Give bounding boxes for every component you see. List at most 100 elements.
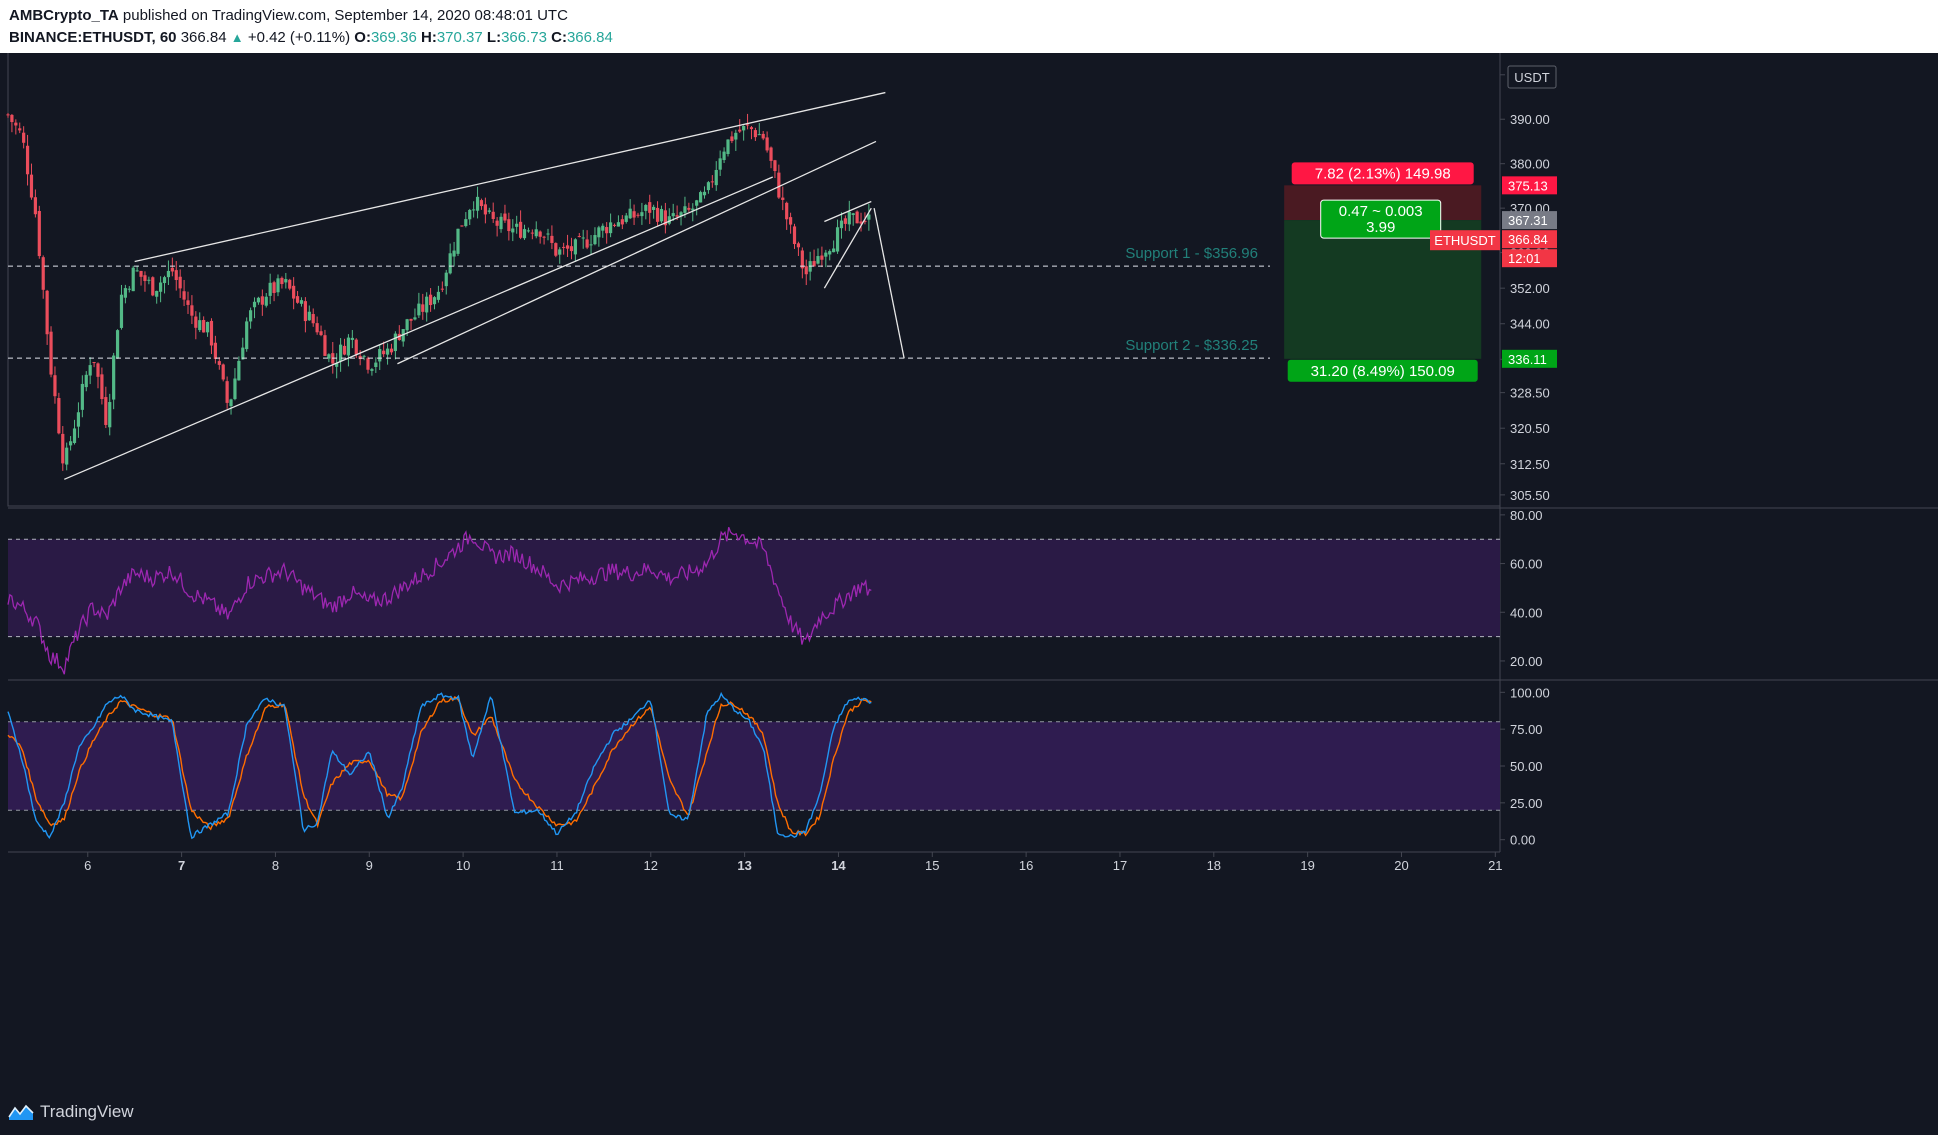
price-change: +0.42 (+0.11%) xyxy=(247,29,351,46)
rsi-band xyxy=(8,539,1500,637)
candle-body xyxy=(315,323,319,333)
candle-body xyxy=(237,360,241,381)
author-name[interactable]: AMBCrypto_TA xyxy=(9,7,119,24)
candle-body xyxy=(18,128,22,131)
candle-body xyxy=(374,362,378,367)
time-tick-label: 16 xyxy=(1019,858,1033,873)
candle-body xyxy=(503,213,507,221)
candle-body xyxy=(280,277,284,285)
candle-body xyxy=(135,270,139,272)
candle-body xyxy=(526,230,531,232)
candle-body xyxy=(847,211,851,225)
time-tick-label: 8 xyxy=(272,858,279,873)
candle-body xyxy=(515,223,519,227)
candle-body xyxy=(675,215,679,217)
candle-body xyxy=(554,243,558,256)
candle-body xyxy=(745,124,750,126)
up-arrow-icon: ▲ xyxy=(230,30,244,45)
time-tick-label: 7 xyxy=(178,858,185,873)
candle-body xyxy=(683,206,687,213)
candle-body xyxy=(785,202,789,220)
candle-body xyxy=(385,348,390,355)
candle-body xyxy=(264,296,268,306)
support-label: Support 1 - $356.96 xyxy=(1125,245,1258,262)
time-tick-label: 20 xyxy=(1394,858,1408,873)
candle-body xyxy=(749,127,754,130)
candle-body xyxy=(464,219,468,227)
candle-body xyxy=(757,134,761,136)
candle-body xyxy=(522,229,527,239)
price-tick-label: 320.50 xyxy=(1510,421,1550,436)
symbol-tag xyxy=(1430,230,1500,251)
time-tick-label: 11 xyxy=(550,858,564,873)
candle-body xyxy=(718,158,722,170)
candle-body xyxy=(734,132,738,140)
candle-body xyxy=(483,204,487,215)
candle-body xyxy=(252,301,257,308)
candle-body xyxy=(472,209,476,211)
candle-body xyxy=(307,311,311,321)
candle-body xyxy=(366,358,370,370)
candle-body xyxy=(41,257,45,290)
candle-body xyxy=(339,344,343,362)
trendline xyxy=(64,176,774,480)
candle-body xyxy=(753,130,757,138)
candle-body xyxy=(867,214,871,220)
candle-body xyxy=(178,276,182,289)
candle-body xyxy=(761,133,765,139)
candle-body xyxy=(170,267,174,272)
time-tick-label: 15 xyxy=(925,858,939,873)
candle-body xyxy=(6,114,10,116)
candle-body xyxy=(605,227,609,234)
candle-body xyxy=(597,227,601,238)
candle-body xyxy=(698,192,703,203)
candle-body xyxy=(362,355,366,357)
candle-body xyxy=(519,221,523,238)
candle-body xyxy=(589,244,593,246)
stoch-k-line xyxy=(7,691,872,840)
candle-body xyxy=(61,433,65,464)
symbol-name[interactable]: BINANCE:ETHUSDT, 60 xyxy=(9,29,177,46)
price-tick-label: 344.00 xyxy=(1510,317,1550,332)
candle-body xyxy=(804,266,808,275)
rsi-tick-label: 40.00 xyxy=(1510,605,1543,620)
candle-body xyxy=(792,226,797,245)
rsi-tick-label: 60.00 xyxy=(1510,557,1543,572)
entry-price-tag xyxy=(1502,211,1557,230)
candle-body xyxy=(691,208,695,211)
candle-body xyxy=(491,211,495,219)
time-tick-label: 13 xyxy=(737,858,751,873)
candle-body xyxy=(538,231,542,237)
candle-body xyxy=(370,369,374,371)
candle-body xyxy=(354,339,358,355)
candle-body xyxy=(671,213,675,217)
candle-body xyxy=(190,305,194,316)
stoch-tick-label: 100.00 xyxy=(1510,685,1550,700)
candle-body xyxy=(49,331,53,375)
time-tick-label: 6 xyxy=(84,858,91,873)
candle-body xyxy=(96,363,100,377)
candle-body xyxy=(859,221,863,224)
candle-body xyxy=(256,297,261,303)
candle-body xyxy=(667,216,671,224)
candle-body xyxy=(440,288,444,290)
chart-svg[interactable]: 400.00390.00380.00370.00360.00352.00344.… xyxy=(0,53,1938,1088)
time-tick-label: 17 xyxy=(1113,858,1127,873)
candle-body xyxy=(155,290,159,297)
candle-body xyxy=(421,304,425,312)
price-tick-label: 305.50 xyxy=(1510,488,1550,503)
currency-label: USDT xyxy=(1514,70,1549,85)
candle-body xyxy=(546,233,550,235)
candle-body xyxy=(620,219,624,225)
candle-body xyxy=(131,267,135,292)
candle-body xyxy=(550,235,554,243)
candle-body xyxy=(217,361,221,365)
candle-body xyxy=(72,428,77,443)
publish-info: published on TradingView.com, September … xyxy=(122,7,568,24)
candle-body xyxy=(295,296,300,303)
stoch-tick-label: 50.00 xyxy=(1510,759,1543,774)
candle-body xyxy=(855,211,859,224)
candle-body xyxy=(616,222,621,227)
candle-body xyxy=(162,277,167,284)
footer-brand[interactable]: TradingView xyxy=(8,1098,134,1126)
